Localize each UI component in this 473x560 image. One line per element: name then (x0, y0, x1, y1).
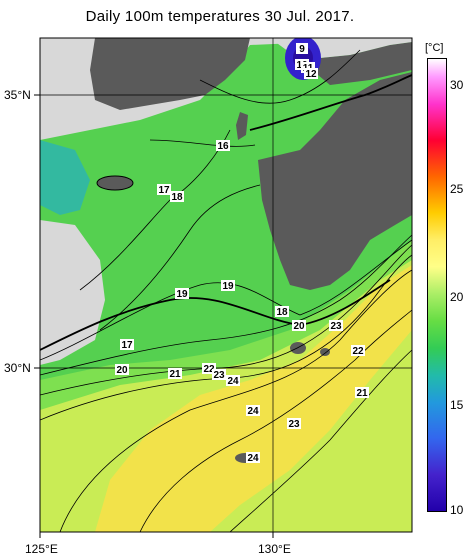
contour-label: 23 (287, 418, 301, 430)
lat-label-35: 35°N (4, 88, 31, 102)
svg-text:19: 19 (222, 281, 234, 292)
contour-label: 21 (355, 387, 369, 399)
svg-text:22: 22 (203, 364, 215, 375)
colorbar-tick: 30 (450, 78, 464, 92)
svg-text:20: 20 (116, 365, 128, 376)
contour-label: 23 (329, 320, 343, 332)
contour-label: 22 (202, 363, 216, 375)
lon-label-125: 125°E (25, 542, 58, 556)
contour-label: 17 (120, 339, 134, 351)
contour-label: 12 (304, 68, 318, 80)
lat-label-30: 30°N (4, 361, 31, 375)
svg-text:9: 9 (299, 44, 305, 55)
contour-label: 24 (226, 375, 240, 387)
contour-label: 19 (175, 288, 189, 300)
jeju-island (96, 175, 134, 191)
svg-text:23: 23 (213, 370, 225, 381)
korea-land (90, 38, 250, 110)
svg-text:24: 24 (247, 406, 259, 417)
colorbar (427, 58, 447, 512)
svg-text:17: 17 (121, 340, 133, 351)
contour-label: 19 (221, 280, 235, 292)
contour-label: 18 (275, 306, 289, 318)
svg-text:17: 17 (158, 185, 170, 196)
svg-text:23: 23 (330, 321, 342, 332)
kyushu-land (258, 72, 412, 290)
map-frame (39, 37, 413, 533)
contour-label: 21 (168, 368, 182, 380)
colorbar-tick: 20 (450, 290, 464, 304)
warm-water-region (95, 265, 412, 532)
contour-label: 9 (296, 43, 308, 55)
contour-label: 20 (115, 364, 129, 376)
bold-contour-lines (40, 74, 412, 351)
contour-label: 16 (216, 140, 230, 152)
lon-label-130: 130°E (258, 542, 291, 556)
svg-text:18: 18 (276, 307, 288, 318)
contour-lines (40, 49, 412, 532)
svg-text:18: 18 (171, 192, 183, 203)
svg-text:12: 12 (305, 69, 317, 80)
contour-label: 20 (292, 320, 306, 332)
contour-label: 18 (170, 191, 184, 203)
cold-water-region (40, 140, 90, 215)
yakushima-island (320, 348, 330, 356)
honshu-land (300, 42, 412, 85)
colorbar-tick: 10 (450, 503, 464, 517)
contour-label: 17 (157, 184, 171, 196)
no-data-block-w (40, 220, 105, 365)
svg-text:24: 24 (227, 376, 239, 387)
svg-text:22: 22 (352, 346, 364, 357)
contour-label: 23 (212, 369, 226, 381)
contour-label: 24 (246, 452, 260, 464)
map-title: Daily 100m temperatures 30 Jul. 2017. (85, 8, 355, 25)
svg-text:23: 23 (288, 419, 300, 430)
colorbar-tick: 25 (450, 182, 464, 196)
graticule (40, 38, 412, 532)
svg-text:20: 20 (293, 321, 305, 332)
colorbar-tick: 15 (450, 398, 464, 412)
svg-text:19: 19 (176, 289, 188, 300)
svg-text:21: 21 (356, 388, 368, 399)
svg-text:16: 16 (217, 141, 229, 152)
axis-ticks (34, 94, 274, 538)
tsushima-island (236, 112, 248, 140)
svg-text:24: 24 (247, 453, 259, 464)
colorbar-unit: [°C] (425, 42, 444, 54)
contour-label: 24 (246, 405, 260, 417)
contour-label-group: 9 10 11 12 16 17 18 19 19 18 20 23 17 20… (115, 43, 369, 464)
svg-text:21: 21 (169, 369, 181, 380)
contour-label: 22 (351, 345, 365, 357)
